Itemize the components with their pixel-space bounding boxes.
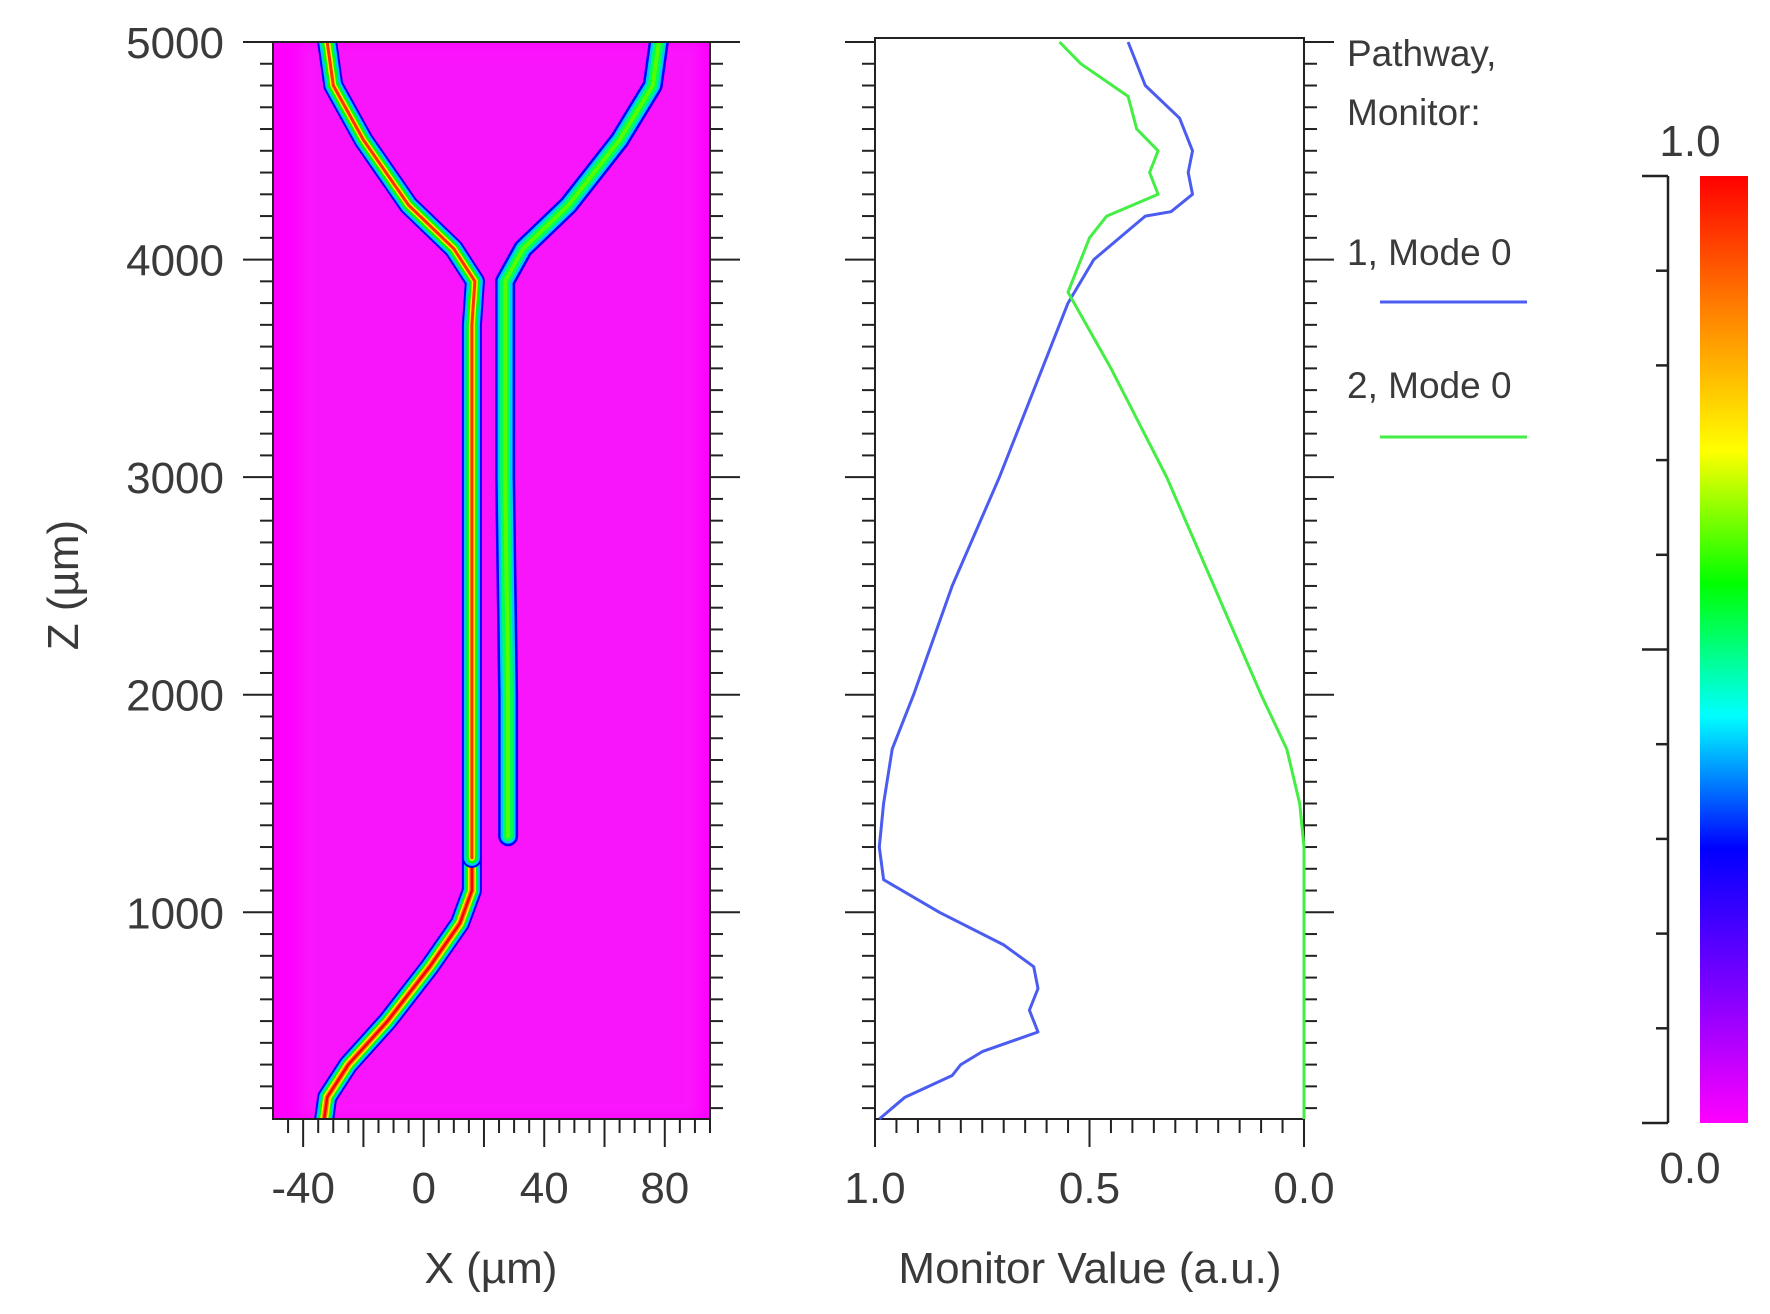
field-map-frame (272, 41, 711, 1120)
monitor-panel: 1.0 0.5 0.0 Monitor Value (a.u.) (844, 37, 1335, 1293)
series-line-1 (877, 41, 1194, 1121)
y-tick-label: 1000 (126, 889, 224, 938)
y-tick-label: 3000 (126, 454, 224, 503)
x-axis-label-left: X (µm) (425, 1244, 558, 1293)
x-tick-label: 80 (640, 1164, 689, 1213)
legend-entry-label: 1, Mode 0 (1347, 232, 1512, 273)
x-tick-label: -40 (271, 1164, 335, 1213)
monitor-plot-frame (874, 37, 1305, 1120)
waveguide-path-lower-input-layer-5 (322, 856, 474, 1119)
colorbar-min-label: 0.0 (1659, 1144, 1720, 1193)
y-tick-label: 2000 (126, 672, 224, 721)
x-tick-label: 0 (411, 1164, 435, 1213)
field-map-panel: 1000 2000 3000 4000 5000 -40 0 40 80 X (µm) Z (µ… (39, 19, 740, 1293)
legend-title-line-2: Monitor: (1347, 92, 1481, 133)
legend: Pathway, Monitor: 1, Mode 0 2, Mode 0 (1347, 33, 1527, 439)
x-tick-label: 0.0 (1273, 1164, 1334, 1213)
x-tick-label: 1.0 (844, 1164, 905, 1213)
series-line-2 (1058, 40, 1306, 1119)
legend-entry-label: 2, Mode 0 (1347, 365, 1512, 406)
x-tick-label: 0.5 (1059, 1164, 1120, 1213)
legend-title-line-1: Pathway, (1347, 33, 1496, 74)
x-tick-label: 40 (520, 1164, 569, 1213)
colorbar-gradient (1700, 176, 1748, 1123)
y-axis-label-left: Z (µm) (39, 520, 88, 650)
x-axis-label-right: Monitor Value (a.u.) (898, 1244, 1281, 1293)
waveguide-path-right-arm-layer-3 (503, 42, 661, 839)
colorbar-max-label: 1.0 (1659, 117, 1720, 166)
y-tick-label: 4000 (126, 237, 224, 286)
colorbar: 1.0 0.0 (1642, 117, 1748, 1193)
y-tick-label: 5000 (126, 19, 224, 68)
waveguide-path-left-arm-layer-4 (325, 42, 477, 860)
